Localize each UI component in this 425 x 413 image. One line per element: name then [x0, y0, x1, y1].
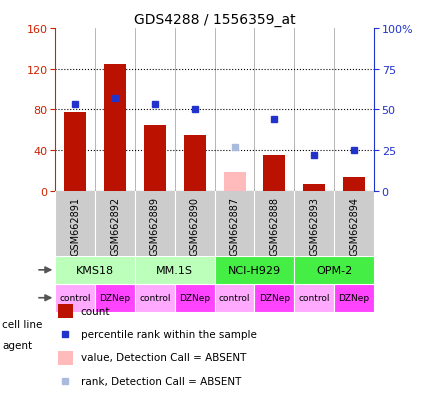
- Bar: [175, 284, 215, 312]
- Bar: [135, 284, 175, 312]
- Bar: [95, 284, 135, 312]
- Text: GSM662892: GSM662892: [110, 197, 120, 256]
- Bar: [144, 125, 166, 191]
- Bar: [294, 256, 374, 284]
- Text: GSM662891: GSM662891: [70, 197, 80, 255]
- Bar: [215, 256, 294, 284]
- Bar: [264, 156, 285, 191]
- Text: GSM662893: GSM662893: [309, 197, 319, 255]
- Text: count: count: [81, 306, 110, 316]
- Title: GDS4288 / 1556359_at: GDS4288 / 1556359_at: [134, 12, 295, 26]
- Bar: [184, 135, 206, 191]
- Text: DZNep: DZNep: [259, 294, 290, 302]
- Text: OPM-2: OPM-2: [316, 265, 352, 275]
- Text: GSM662888: GSM662888: [269, 197, 279, 255]
- Bar: [334, 284, 374, 312]
- Bar: [215, 284, 255, 312]
- Text: NCI-H929: NCI-H929: [228, 265, 281, 275]
- Text: control: control: [60, 294, 91, 302]
- Bar: [55, 284, 95, 312]
- Text: GSM662890: GSM662890: [190, 197, 200, 255]
- Bar: [303, 184, 325, 191]
- Text: cell line: cell line: [2, 319, 42, 329]
- Bar: [104, 64, 126, 191]
- Bar: [64, 113, 86, 191]
- Bar: [224, 173, 246, 191]
- Text: percentile rank within the sample: percentile rank within the sample: [81, 329, 257, 339]
- Text: control: control: [219, 294, 250, 302]
- Bar: [55, 256, 135, 284]
- Bar: [255, 284, 294, 312]
- Bar: [343, 177, 365, 191]
- Text: rank, Detection Call = ABSENT: rank, Detection Call = ABSENT: [81, 376, 241, 386]
- Bar: [58, 351, 73, 365]
- Text: control: control: [139, 294, 170, 302]
- Text: GSM662894: GSM662894: [349, 197, 359, 255]
- Text: MM.1S: MM.1S: [156, 265, 193, 275]
- Text: DZNep: DZNep: [179, 294, 210, 302]
- Text: DZNep: DZNep: [99, 294, 130, 302]
- Text: KMS18: KMS18: [76, 265, 114, 275]
- Text: agent: agent: [2, 340, 32, 350]
- Bar: [58, 304, 73, 318]
- Text: value, Detection Call = ABSENT: value, Detection Call = ABSENT: [81, 352, 246, 362]
- Text: GSM662889: GSM662889: [150, 197, 160, 255]
- Bar: [135, 256, 215, 284]
- Text: GSM662887: GSM662887: [230, 197, 240, 256]
- Text: DZNep: DZNep: [339, 294, 370, 302]
- Text: control: control: [298, 294, 330, 302]
- Bar: [294, 284, 334, 312]
